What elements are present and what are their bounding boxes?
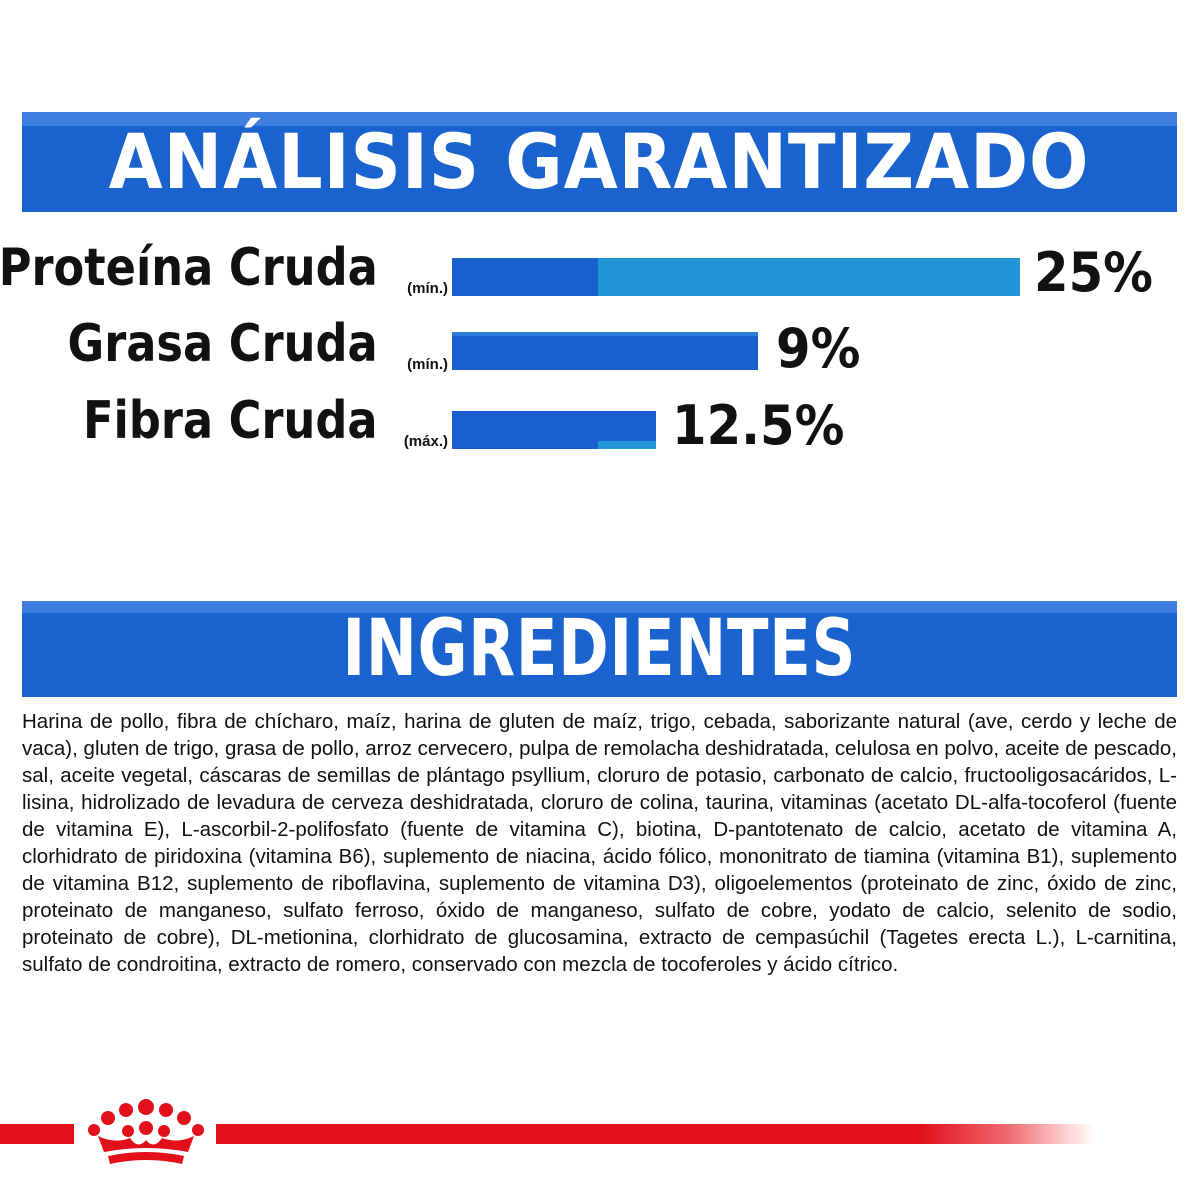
analysis-row-fiber: Fibra Cruda (máx.) 12.5%	[0, 385, 1200, 455]
row-value: 9%	[776, 317, 861, 380]
fiber-bar	[452, 411, 656, 449]
row-label: Proteína Cruda	[0, 238, 378, 298]
row-value: 25%	[1034, 241, 1153, 304]
crown-icon	[88, 1099, 204, 1164]
row-label: Grasa Cruda	[67, 314, 378, 374]
ingredients-text: Harina de pollo, fibra de chícharo, maíz…	[22, 710, 1177, 976]
row-qualifier: (mín.)	[407, 356, 448, 373]
fat-bar-highlight	[452, 332, 758, 336]
ingredients-title: INGREDIENTES	[342, 604, 857, 694]
analysis-row-protein: Proteína Cruda (mín.) 25%	[0, 232, 1200, 302]
row-label: Fibra Cruda	[83, 391, 378, 451]
analysis-row-fat: Grasa Cruda (mín.) 9%	[0, 308, 1200, 378]
analysis-title: ANÁLISIS GARANTIZADO	[109, 117, 1090, 206]
ingredients-banner: INGREDIENTES	[22, 601, 1177, 697]
brand-stripe-right	[216, 1124, 1096, 1144]
protein-bar-highlight	[598, 258, 1020, 296]
fat-bar	[452, 332, 758, 370]
row-value: 12.5%	[672, 394, 845, 457]
fiber-bar-highlight	[598, 441, 656, 449]
row-qualifier: (máx.)	[403, 433, 448, 450]
brand-stripe-left	[0, 1124, 74, 1144]
protein-bar	[452, 258, 1020, 296]
analysis-banner: ANÁLISIS GARANTIZADO	[22, 112, 1177, 212]
row-qualifier: (mín.)	[407, 280, 448, 297]
